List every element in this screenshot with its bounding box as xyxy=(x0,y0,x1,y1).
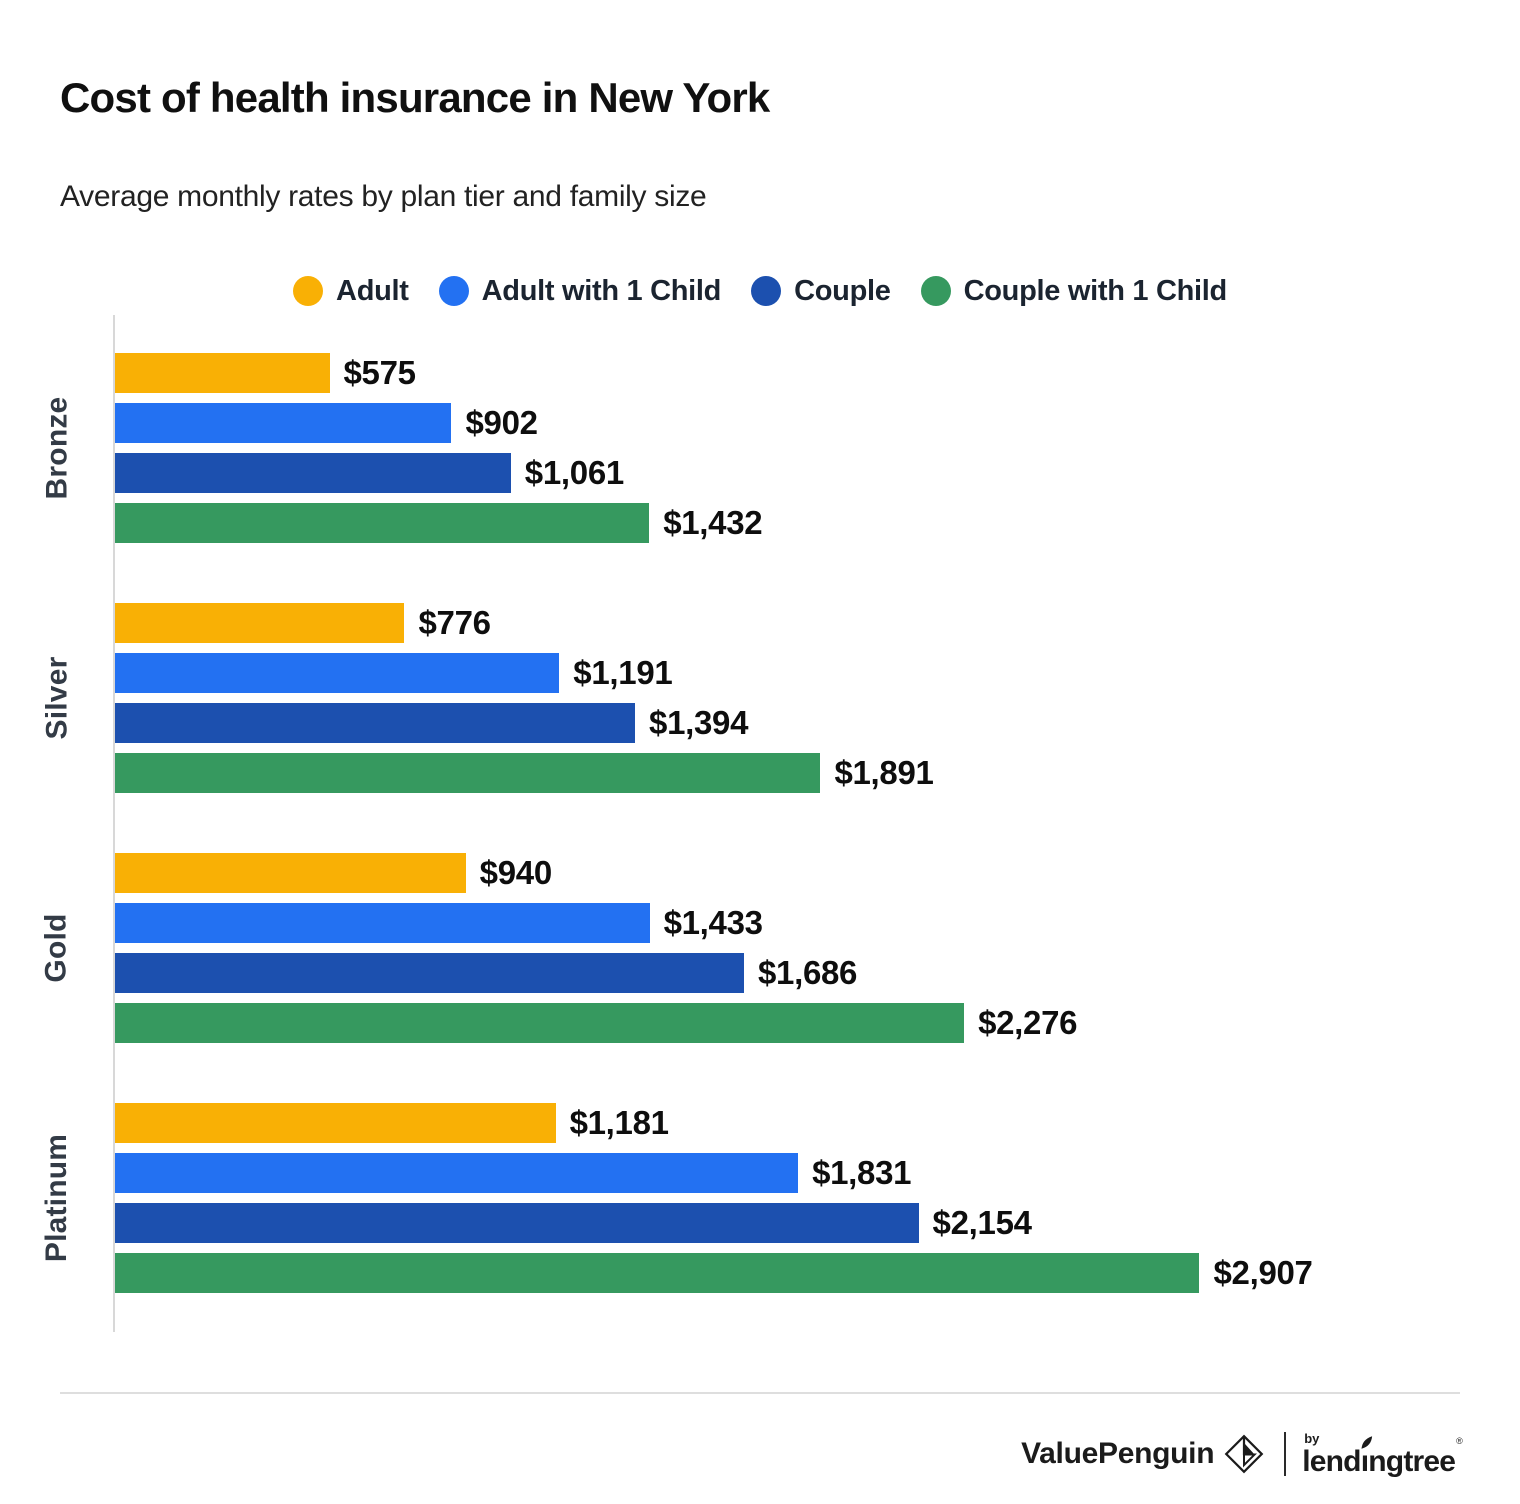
bar-value-label: $1,432 xyxy=(663,504,763,541)
bar-value-label: $2,154 xyxy=(932,1204,1032,1241)
legend-item: Adult xyxy=(293,275,409,308)
bar xyxy=(115,753,821,793)
bar-value-label: $1,061 xyxy=(524,454,624,491)
page-title: Cost of health insurance in New York xyxy=(60,74,770,121)
logo-divider xyxy=(1284,1432,1287,1476)
bar-group: Silver $776 $1,191 $1,394 $1,891 xyxy=(40,603,1458,793)
bar-row: $1,831 xyxy=(115,1153,1458,1193)
legend-item: Adult with 1 Child xyxy=(438,274,722,308)
bar-row: $1,181 xyxy=(115,1103,1458,1143)
bar-row: $902 xyxy=(115,403,1458,443)
bar xyxy=(115,653,560,693)
bar-chart: Bronze $575 $902 $1,061 $1,432 Silver $776 $1,1… xyxy=(40,315,1458,1332)
legend-item: Couple with 1 Child xyxy=(920,274,1228,308)
tier-label: Platinum xyxy=(27,1103,87,1293)
bar-value-label: $1,394 xyxy=(649,704,749,741)
legend-label: Couple with 1 Child xyxy=(963,274,1228,307)
bar-value-label: $902 xyxy=(465,404,538,441)
legend-label: Adult with 1 Child xyxy=(481,274,722,307)
by-label: by xyxy=(1304,1430,1320,1446)
bar xyxy=(115,1103,556,1143)
leaf-icon xyxy=(1361,1435,1372,1449)
legend-swatch-icon xyxy=(751,276,782,306)
bar-value-label: $940 xyxy=(479,854,553,891)
bar xyxy=(115,1153,799,1193)
bar xyxy=(115,453,511,493)
tier-label-text: Gold xyxy=(40,913,73,983)
bar-value-label: $1,831 xyxy=(812,1154,912,1191)
bar xyxy=(115,1253,1200,1293)
bar-value-label: $1,181 xyxy=(569,1104,669,1141)
bar-row: $2,276 xyxy=(115,1003,1458,1043)
tier-label: Bronze xyxy=(27,353,87,543)
lendingtree-wordmark: lendı ngtree® xyxy=(1302,1435,1463,1478)
y-axis-line xyxy=(113,315,115,1332)
bar-row: $1,433 xyxy=(115,903,1458,943)
bar xyxy=(115,353,330,393)
bar-value-label: $2,276 xyxy=(978,1004,1078,1041)
bar-row: $1,191 xyxy=(115,653,1458,693)
footer-logos: ValuePenguin by lendı ngtree® xyxy=(1021,1422,1463,1486)
bar xyxy=(115,903,650,943)
tier-label-text: Silver xyxy=(40,656,73,740)
valuepenguin-diamond-icon xyxy=(1224,1434,1264,1474)
footer-divider xyxy=(60,1392,1460,1394)
legend-swatch-icon xyxy=(293,276,324,306)
valuepenguin-wordmark: ValuePenguin xyxy=(1021,1437,1215,1470)
bar-value-label: $575 xyxy=(343,354,417,391)
bar-group: Bronze $575 $902 $1,061 $1,432 xyxy=(40,353,1458,543)
legend-item: Couple xyxy=(751,274,891,308)
bar-group: Platinum $1,181 $1,831 $2,154 $2,907 xyxy=(40,1103,1458,1293)
bar-row: $1,061 xyxy=(115,453,1458,493)
bar-row: $940 xyxy=(115,853,1458,893)
legend-label: Adult xyxy=(336,274,409,307)
bar-row: $1,686 xyxy=(115,953,1458,993)
bar-group: Gold $940 $1,433 $1,686 $2,276 xyxy=(40,853,1458,1043)
bar-row: $2,907 xyxy=(115,1253,1458,1293)
bar-value-label: $776 xyxy=(418,604,491,641)
bar xyxy=(115,503,650,543)
bar-row: $2,154 xyxy=(115,1203,1458,1243)
bar-row: $1,432 xyxy=(115,503,1458,543)
bar xyxy=(115,953,744,993)
lendingtree-i: ı xyxy=(1361,1435,1372,1477)
bar xyxy=(115,1003,965,1043)
legend-swatch-icon xyxy=(920,276,951,306)
bar xyxy=(115,1203,919,1243)
bar-value-label: $1,191 xyxy=(573,654,673,691)
bar-value-label: $2,907 xyxy=(1213,1254,1313,1291)
tier-label-text: Platinum xyxy=(40,1133,73,1263)
bar-row: $575 xyxy=(115,353,1458,393)
tier-label: Gold xyxy=(27,853,87,1043)
legend: Adult Adult with 1 Child Couple Couple with… xyxy=(0,274,1520,308)
bar-row: $1,891 xyxy=(115,753,1458,793)
page-subtitle: Average monthly rates by plan tier and f… xyxy=(60,180,707,213)
bar-value-label: $1,686 xyxy=(757,954,858,991)
bar xyxy=(115,403,452,443)
bar xyxy=(115,703,636,743)
bar xyxy=(115,603,405,643)
lendingtree-logo: by lendı ngtree® xyxy=(1302,1430,1463,1478)
legend-swatch-icon xyxy=(438,276,469,306)
trademark-symbol: ® xyxy=(1456,1435,1463,1446)
bar-row: $1,394 xyxy=(115,703,1458,743)
bar xyxy=(115,853,466,893)
bar-value-label: $1,891 xyxy=(834,754,934,791)
bar-row: $776 xyxy=(115,603,1458,643)
bar-value-label: $1,433 xyxy=(663,904,763,941)
tier-label: Silver xyxy=(27,603,87,793)
tier-label-text: Bronze xyxy=(40,396,73,500)
legend-label: Couple xyxy=(794,274,891,307)
